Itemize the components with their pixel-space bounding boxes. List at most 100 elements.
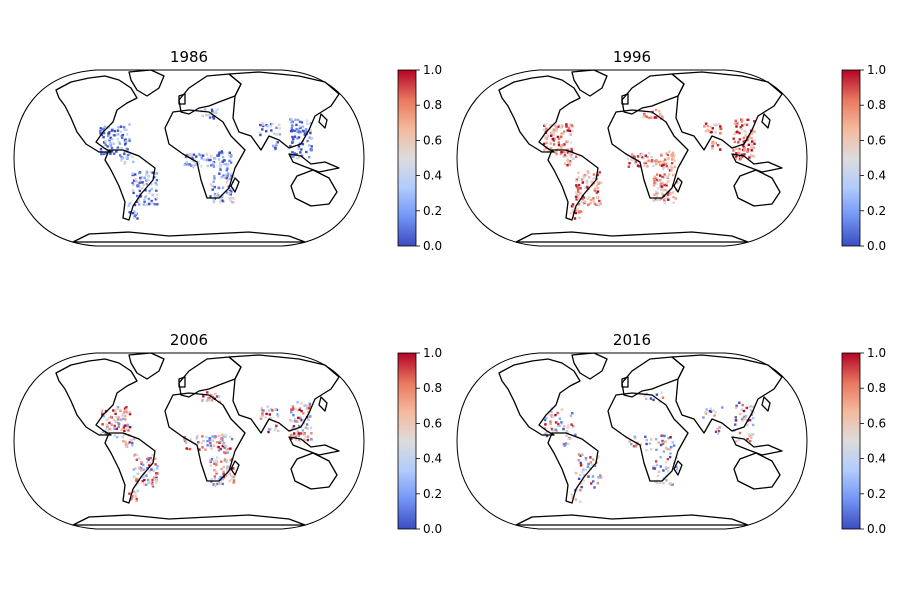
data-pixel: [554, 421, 558, 424]
data-pixel: [143, 198, 146, 201]
data-pixel: [655, 177, 658, 180]
data-pixel: [662, 196, 665, 199]
data-pixel: [737, 439, 741, 442]
data-pixel: [666, 458, 669, 461]
data-pixel: [673, 173, 676, 177]
data-pixel: [588, 196, 591, 199]
data-pixel: [221, 444, 224, 448]
data-pixel: [670, 169, 673, 172]
colorbar-tick-label: 0.2: [423, 204, 442, 218]
data-pixel: [633, 156, 636, 159]
data-pixel: [644, 435, 647, 438]
data-pixel: [671, 441, 674, 444]
data-pixel: [266, 125, 269, 128]
data-pixel: [115, 150, 118, 153]
data-pixel: [125, 156, 129, 160]
data-pixel: [131, 188, 135, 192]
data-pixel: [556, 135, 560, 139]
map-panel-1996: [456, 69, 808, 247]
data-pixel: [660, 153, 663, 156]
data-pixel: [134, 491, 137, 495]
data-pixel: [120, 135, 123, 138]
data-pixel: [128, 211, 131, 214]
data-pixel: [581, 199, 584, 202]
data-pixel: [229, 196, 233, 200]
data-pixel: [749, 146, 753, 149]
data-pixel: [151, 171, 154, 174]
data-pixel: [718, 123, 721, 126]
data-pixel: [566, 129, 569, 132]
data-pixel: [643, 114, 646, 118]
colorbar-tick-label: 0.8: [423, 98, 442, 112]
data-pixel: [207, 397, 210, 400]
data-pixel: [211, 395, 215, 399]
data-pixel: [652, 465, 656, 468]
data-pixel: [547, 149, 551, 152]
data-pixel: [219, 440, 222, 443]
data-pixel: [565, 125, 568, 128]
data-pixel: [301, 429, 304, 432]
data-pixel: [215, 470, 218, 473]
data-pixel: [133, 210, 136, 213]
data-pixel: [274, 426, 277, 430]
data-pixel: [222, 472, 225, 476]
data-pixel: [544, 432, 547, 435]
data-pixel: [223, 458, 227, 462]
data-pixel: [575, 192, 579, 196]
data-pixel: [670, 158, 674, 161]
data-pixel: [289, 433, 293, 437]
data-pixel: [117, 421, 120, 425]
data-pixel: [636, 155, 640, 158]
data-pixel: [134, 494, 137, 498]
data-pixel: [298, 125, 301, 128]
data-pixel: [142, 183, 145, 187]
data-pixel: [229, 447, 232, 450]
data-pixel: [291, 124, 294, 127]
data-pixel: [580, 482, 583, 485]
data-pixel: [297, 434, 301, 437]
data-pixel: [563, 153, 567, 157]
data-pixel: [583, 175, 586, 179]
data-pixel: [135, 453, 139, 456]
data-pixel: [124, 141, 128, 145]
data-pixel: [740, 153, 744, 156]
data-pixel: [155, 172, 158, 175]
data-pixel: [667, 157, 670, 160]
colorbar-tick-label: 0.6: [867, 133, 886, 147]
data-pixel: [640, 155, 644, 159]
data-pixel: [575, 179, 578, 183]
data-pixel: [565, 429, 569, 433]
data-pixel: [145, 203, 148, 207]
coastline-asia: [228, 71, 340, 151]
data-pixel: [741, 155, 744, 158]
data-pixel: [747, 143, 750, 147]
data-pixel: [549, 142, 552, 145]
colorbar-tick-label: 0.4: [423, 169, 442, 183]
data-pixel: [298, 120, 302, 123]
data-pixel: [103, 125, 107, 128]
data-pixel: [571, 205, 574, 208]
data-pixel: [124, 414, 127, 418]
data-pixel: [578, 210, 581, 213]
data-pixel: [661, 161, 664, 164]
data-pixel: [711, 127, 714, 130]
data-pixel: [300, 154, 303, 157]
data-pixel: [580, 485, 583, 489]
data-pixel: [667, 466, 670, 469]
data-pixel: [635, 443, 638, 446]
data-pixel: [293, 135, 297, 138]
data-pixel: [196, 435, 199, 438]
data-pixel: [749, 141, 752, 144]
data-pixel: [709, 125, 712, 129]
coastline-seAsia: [731, 153, 783, 173]
data-pixel: [717, 432, 720, 436]
data-pixel: [598, 203, 601, 206]
data-pixel: [300, 148, 303, 151]
data-pixel: [566, 426, 569, 429]
data-pixel: [220, 176, 223, 179]
data-pixel: [587, 475, 590, 478]
data-pixel: [748, 156, 751, 159]
data-pixel: [585, 181, 589, 184]
data-pixel: [669, 436, 672, 439]
data-pixel: [116, 138, 120, 141]
